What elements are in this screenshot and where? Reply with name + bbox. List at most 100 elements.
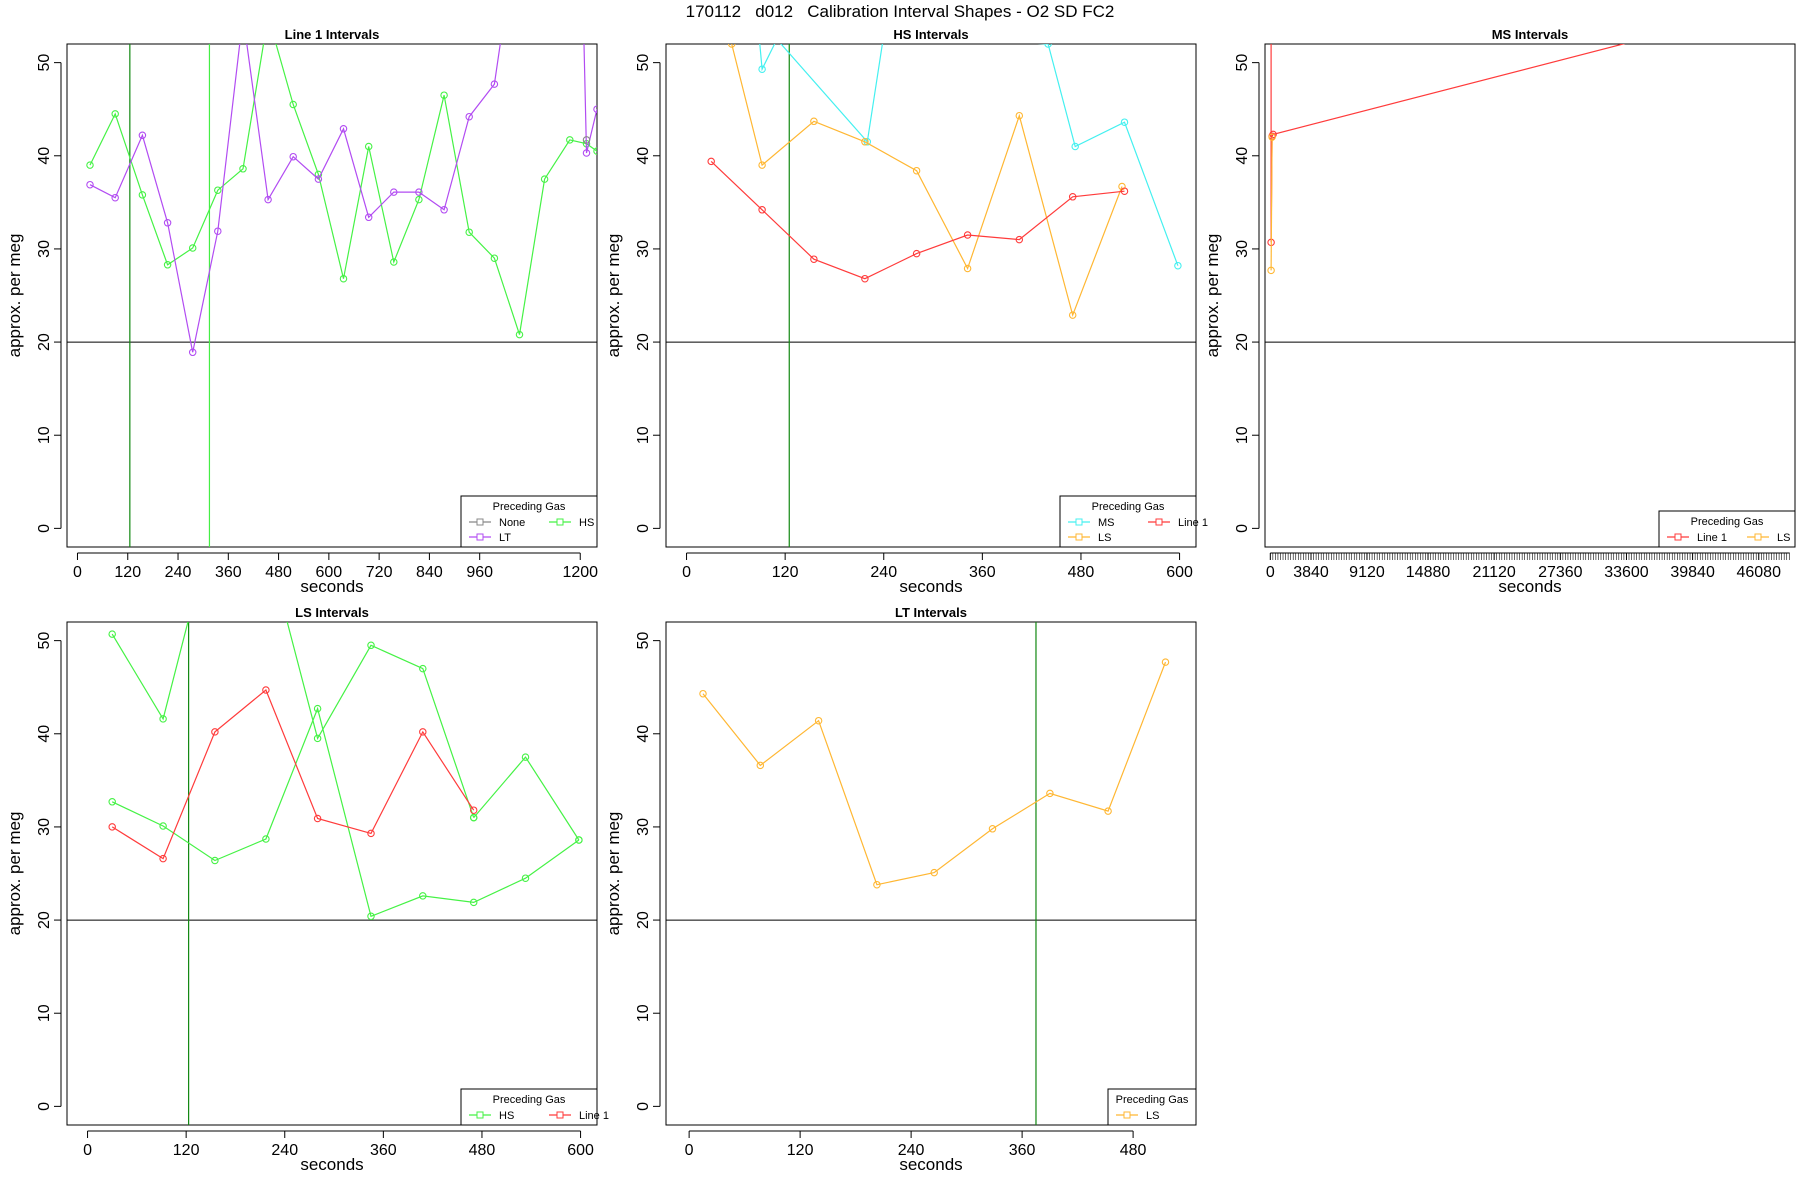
data-point xyxy=(264,195,272,204)
series-ls xyxy=(699,658,1170,889)
legend: Preceding Gas HS Line 1 xyxy=(460,1088,609,1126)
x-axis-label: seconds xyxy=(1498,577,1561,596)
x-axis-label: seconds xyxy=(300,577,363,596)
data-point xyxy=(1120,118,1129,126)
data-point xyxy=(814,716,823,725)
data-point xyxy=(1071,142,1079,151)
series-hs xyxy=(86,44,597,339)
legend-entry: HS xyxy=(549,517,594,529)
data-point xyxy=(963,264,972,273)
chart-panel-5: LT Intervals 0 10 20 30 40 50 approx. per meg 0 1… xyxy=(604,605,1197,1174)
x-tick-label: 240 xyxy=(898,1142,925,1159)
legend-entry: Line 1 xyxy=(1667,532,1727,544)
series-line xyxy=(731,44,1123,318)
legend: Preceding Gas LS xyxy=(1107,1088,1197,1126)
data-point xyxy=(861,138,869,146)
series-line xyxy=(111,689,475,860)
legend-marker xyxy=(1075,533,1083,541)
y-tick-label: 10 xyxy=(36,426,53,444)
data-point xyxy=(593,147,597,155)
data-point xyxy=(159,822,167,830)
data-point xyxy=(861,274,869,283)
data-point xyxy=(163,219,172,227)
x-tick-label: 600 xyxy=(1166,564,1193,581)
series-line xyxy=(89,44,597,335)
data-point xyxy=(188,348,197,357)
legend-title: Preceding Gas xyxy=(1116,1094,1189,1106)
x-tick-label: 480 xyxy=(469,1142,496,1159)
plot-area xyxy=(1265,44,1795,343)
chart-panel-2: HS Intervals 0 10 20 30 40 50 approx. per meg 0 1… xyxy=(604,27,1208,596)
data-point xyxy=(1268,133,1276,141)
series-line xyxy=(710,160,1125,280)
x-minor-ticks xyxy=(1270,553,1790,560)
legend-title: Preceding Gas xyxy=(493,501,566,513)
x-tick-label: 21120 xyxy=(1473,564,1516,581)
series-line xyxy=(1270,44,1626,243)
data-point xyxy=(419,664,427,673)
legend-label: Line 1 xyxy=(579,1110,609,1122)
x-tick-label: 240 xyxy=(870,564,897,581)
chart-panel-4: LS Intervals 0 10 20 30 40 50 approx. per meg 0 1… xyxy=(5,605,609,1174)
data-point xyxy=(159,854,167,863)
data-point xyxy=(367,641,375,650)
data-point xyxy=(521,874,530,882)
series-line xyxy=(473,756,580,841)
y-tick-label: 30 xyxy=(36,240,53,258)
plot-area xyxy=(67,44,597,547)
data-point xyxy=(930,868,938,877)
data-point xyxy=(490,80,499,88)
y-tick-label: 40 xyxy=(36,147,53,165)
x-tick-label: 360 xyxy=(215,564,242,581)
data-point xyxy=(469,813,478,822)
data-point xyxy=(758,206,766,214)
series-line-1 xyxy=(108,686,478,863)
legend-marker xyxy=(1155,518,1163,526)
data-point xyxy=(138,191,147,199)
data-point xyxy=(313,734,322,743)
y-tick-label: 40 xyxy=(635,147,652,165)
data-point xyxy=(211,856,219,865)
data-point xyxy=(108,798,116,806)
plot-frame xyxy=(665,621,1197,1126)
panel-title: LS Intervals xyxy=(295,605,369,620)
series-hs xyxy=(469,753,583,844)
series-line xyxy=(702,661,1167,886)
data-point xyxy=(758,65,766,73)
data-point xyxy=(214,227,222,235)
data-point xyxy=(440,91,448,99)
data-point xyxy=(1120,187,1129,195)
data-point xyxy=(1267,266,1275,275)
data-point xyxy=(988,825,997,833)
legend-title: Preceding Gas xyxy=(493,1094,566,1106)
legend-marker xyxy=(476,518,484,526)
y-tick-label: 20 xyxy=(36,333,53,351)
series-ls xyxy=(727,44,1126,319)
data-point xyxy=(469,806,478,814)
series-line xyxy=(1270,137,1273,271)
data-point xyxy=(1068,193,1077,201)
legend-marker xyxy=(556,518,564,526)
legend-label: Line 1 xyxy=(1697,532,1727,544)
x-tick-label: 360 xyxy=(370,1142,397,1159)
data-point xyxy=(419,892,427,900)
legend-entry: LS xyxy=(1068,532,1111,544)
x-tick-label: 120 xyxy=(772,564,799,581)
data-point xyxy=(727,44,736,48)
legend-entry: LS xyxy=(1747,532,1790,544)
plot-frame xyxy=(665,43,1197,548)
data-point xyxy=(188,244,197,252)
series-line xyxy=(89,44,597,353)
x-tick-label: 46080 xyxy=(1736,564,1781,581)
data-point xyxy=(314,175,323,183)
series-line-1 xyxy=(1267,44,1626,247)
x-tick-label: 600 xyxy=(316,564,343,581)
legend-box xyxy=(460,1088,598,1126)
legend-label: MS xyxy=(1098,517,1115,529)
data-point xyxy=(912,166,921,175)
x-tick-label: 0 xyxy=(83,1142,92,1159)
legend-box xyxy=(1107,1088,1197,1126)
data-point xyxy=(289,152,297,161)
legend-marker xyxy=(1674,533,1682,541)
